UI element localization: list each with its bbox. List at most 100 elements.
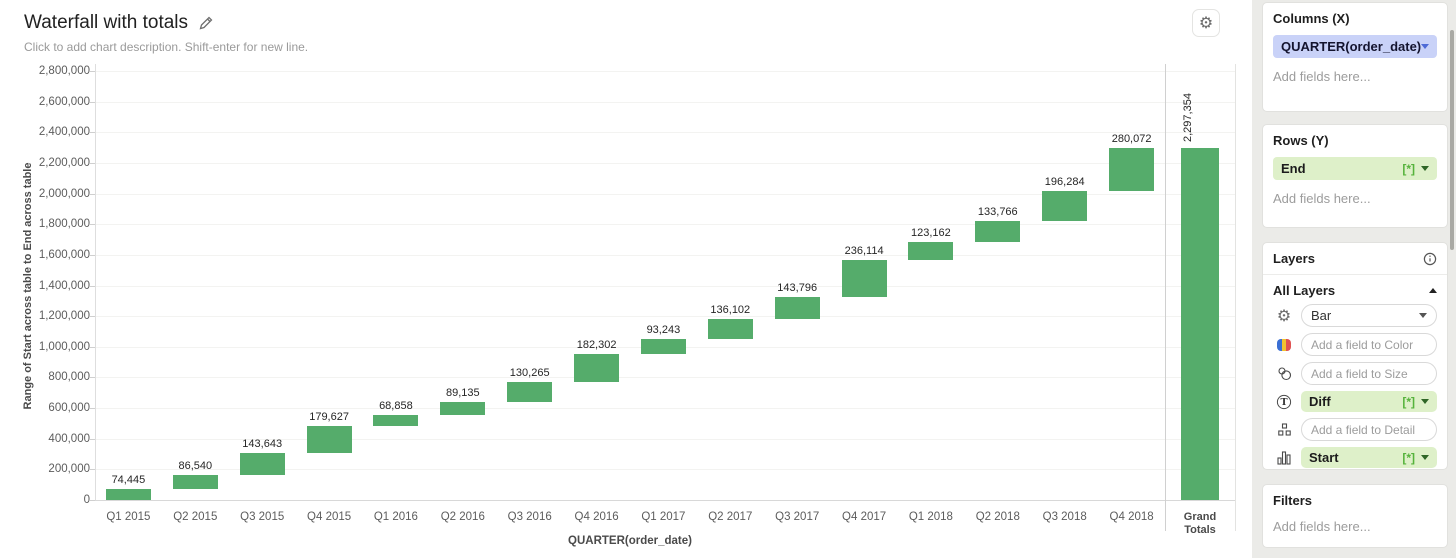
tooltip-field-pill[interactable]: Start [*] xyxy=(1301,447,1437,468)
y-tick-label: 2,600,000 xyxy=(38,95,90,108)
chart-editor-canvas: Waterfall with totals Click to add chart… xyxy=(0,0,1252,558)
bar[interactable] xyxy=(841,260,887,297)
tooltip-bars-icon xyxy=(1273,450,1295,465)
y-tick-label: 400,000 xyxy=(48,432,90,445)
bar[interactable] xyxy=(707,318,753,340)
y-tick-label: 1,800,000 xyxy=(38,218,90,231)
gear-icon[interactable]: ⚙ xyxy=(1276,305,1292,325)
gridline xyxy=(95,500,1235,501)
bar-value-label: 236,114 xyxy=(844,245,884,258)
bar-value-label: 143,643 xyxy=(242,438,283,451)
bar[interactable] xyxy=(306,425,352,454)
mark-type-row: ⚙ Bar xyxy=(1273,304,1437,327)
mark-type-value: Bar xyxy=(1311,308,1332,323)
chevron-down-icon[interactable] xyxy=(1421,166,1429,171)
y-tick-label: 1,200,000 xyxy=(38,310,90,323)
gridline xyxy=(95,285,1235,287)
x-tick-label: Q3 2017 xyxy=(775,511,820,523)
svg-text:T: T xyxy=(1280,397,1287,408)
grand-total-x-label: Grand Totals xyxy=(1183,511,1217,536)
detail-field-dropzone[interactable]: Add a field to Detail xyxy=(1301,418,1437,441)
rows-field-label: End xyxy=(1281,161,1306,176)
columns-shelf-title: Columns (X) xyxy=(1273,11,1350,26)
chevron-down-icon[interactable] xyxy=(1421,455,1429,460)
rows-shelf-title: Rows (Y) xyxy=(1273,133,1329,148)
all-layers-header[interactable]: All Layers xyxy=(1273,283,1437,298)
x-tick-label: Q3 2016 xyxy=(507,511,552,523)
bar[interactable] xyxy=(105,488,151,500)
detail-icon xyxy=(1273,423,1295,436)
gridline xyxy=(95,224,1235,226)
bar[interactable] xyxy=(640,339,686,354)
x-tick-label: Q4 2017 xyxy=(842,511,887,523)
bar-value-label: 123,162 xyxy=(911,226,951,239)
gridline xyxy=(95,162,1235,164)
bar-value-label: 280,072 xyxy=(1111,133,1152,145)
field-badge: [*] xyxy=(1402,450,1415,465)
color-shelf-row: Add a field to Color xyxy=(1273,333,1437,356)
edit-title-icon[interactable] xyxy=(198,15,214,31)
y-tick-mark xyxy=(90,224,95,226)
text-field-pill[interactable]: Diff [*] xyxy=(1301,391,1437,412)
size-icon xyxy=(1273,366,1295,381)
tooltip-field-label: Start xyxy=(1309,450,1339,465)
chevron-down-icon[interactable] xyxy=(1421,44,1430,49)
x-tick-label: Q4 2016 xyxy=(574,511,619,523)
y-tick-label: 1,000,000 xyxy=(38,340,90,353)
y-tick-label: 200,000 xyxy=(48,463,90,476)
chevron-up-icon[interactable] xyxy=(1429,288,1437,293)
bar-value-label: 89,135 xyxy=(445,386,480,399)
shelf-panel: Columns (X) QUARTER(order_date) Add fiel… xyxy=(1256,0,1456,558)
y-tick-mark xyxy=(90,438,95,440)
grand-total-bar[interactable] xyxy=(1181,148,1219,500)
bar[interactable] xyxy=(239,453,285,476)
field-badge: [*] xyxy=(1402,161,1415,176)
rows-shelf: Rows (Y) End [*] Add fields here... xyxy=(1262,124,1448,228)
x-tick-label: Q3 2015 xyxy=(240,511,285,523)
bar[interactable] xyxy=(975,221,1021,242)
bar-value-label: 86,540 xyxy=(178,460,213,473)
color-field-dropzone[interactable]: Add a field to Color xyxy=(1301,333,1437,356)
y-axis-title: Range of Start across table to End acros… xyxy=(22,162,34,409)
mark-type-select[interactable]: Bar xyxy=(1301,304,1437,327)
bar[interactable] xyxy=(440,401,486,416)
rows-field-pill[interactable]: End [*] xyxy=(1273,157,1437,180)
y-tick-mark xyxy=(90,162,95,164)
size-field-dropzone[interactable]: Add a field to Size xyxy=(1301,362,1437,385)
panel-scrollbar[interactable] xyxy=(1450,30,1454,250)
bar[interactable] xyxy=(908,241,954,261)
filters-title: Filters xyxy=(1273,493,1313,508)
x-tick-label: Q2 2018 xyxy=(975,511,1020,523)
tooltip-shelf-row: Start [*] xyxy=(1273,447,1437,468)
info-icon[interactable] xyxy=(1423,252,1437,266)
chart-settings-button[interactable]: ⚙ xyxy=(1192,9,1220,37)
rows-add-fields[interactable]: Add fields here... xyxy=(1273,191,1371,206)
bar[interactable] xyxy=(1109,148,1155,191)
y-tick-label: 2,000,000 xyxy=(38,187,90,200)
columns-add-fields[interactable]: Add fields here... xyxy=(1273,69,1371,84)
bar[interactable] xyxy=(1042,190,1088,221)
chart-title[interactable]: Waterfall with totals xyxy=(24,12,189,33)
bar[interactable] xyxy=(774,296,820,319)
filters-add-fields[interactable]: Add fields here... xyxy=(1273,519,1371,534)
y-tick-label: 1,400,000 xyxy=(38,279,90,292)
layers-title: Layers xyxy=(1273,251,1315,266)
x-tick-label: Q4 2015 xyxy=(307,511,352,523)
columns-field-pill[interactable]: QUARTER(order_date) xyxy=(1273,35,1437,58)
chart-description-placeholder[interactable]: Click to add chart description. Shift-en… xyxy=(24,40,309,54)
bar[interactable] xyxy=(373,415,419,426)
y-tick-mark xyxy=(90,285,95,287)
bar[interactable] xyxy=(172,475,218,489)
gridline xyxy=(95,469,1235,471)
chevron-down-icon[interactable] xyxy=(1421,399,1429,404)
bar[interactable] xyxy=(574,353,620,382)
gridline xyxy=(95,101,1235,103)
bar[interactable] xyxy=(507,381,553,402)
detail-shelf-row: Add a field to Detail xyxy=(1273,418,1437,441)
columns-field-label: QUARTER(order_date) xyxy=(1281,39,1422,54)
x-tick-label: Q1 2016 xyxy=(373,511,418,523)
y-tick-mark xyxy=(90,101,95,103)
gridline xyxy=(95,132,1235,134)
text-shelf-row: T Diff [*] xyxy=(1273,391,1437,412)
bar-value-label: 179,627 xyxy=(309,410,349,423)
